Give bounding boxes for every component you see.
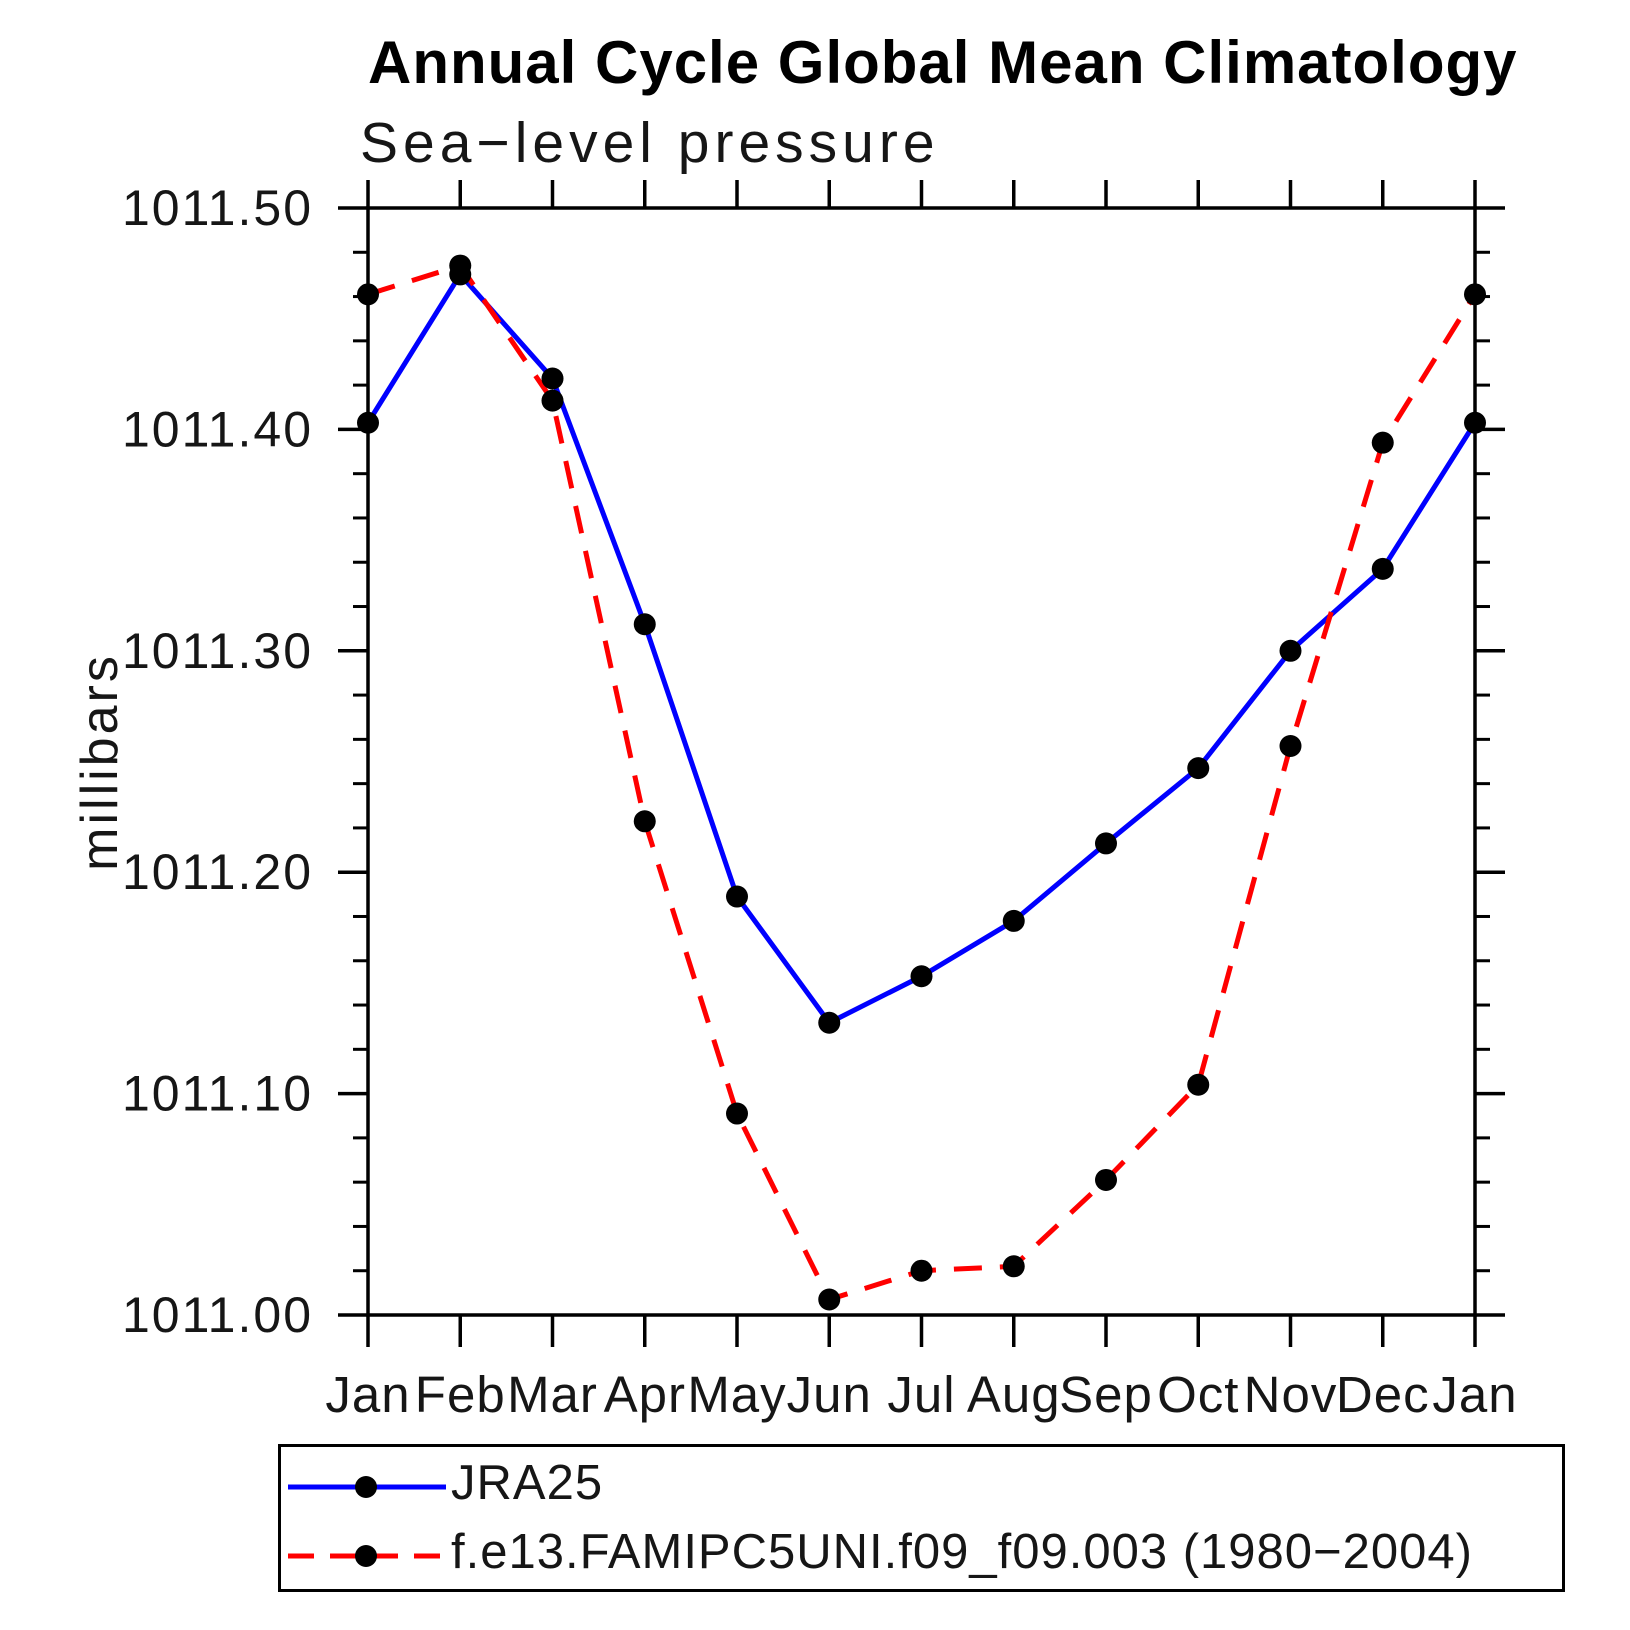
data-point: [1464, 283, 1486, 306]
series-line: [367, 262, 1478, 1303]
chart-title: Annual Cycle Global Mean Climatology: [368, 29, 1518, 96]
data-point: [910, 1259, 933, 1282]
data-point: [357, 283, 379, 306]
data-point: [541, 367, 564, 390]
data-point: [1095, 1168, 1117, 1191]
x-tick-label: Apr: [604, 1366, 686, 1423]
data-point: [1002, 909, 1025, 932]
legend: JRA25 f.e13.FAMIPC5UNI.f09_f09.003 (1980…: [278, 1444, 1565, 1592]
x-tick-label: Nov: [1244, 1366, 1338, 1423]
x-tick-label: Jul: [887, 1366, 955, 1423]
data-point: [726, 1102, 748, 1125]
x-tick-label: Jan: [1432, 1366, 1517, 1423]
data-point: [1279, 735, 1302, 758]
y-tick-label: 1011.30: [122, 623, 313, 679]
y-axis-label: millibars: [71, 653, 129, 871]
y-tick-label: 1011.40: [122, 401, 313, 457]
x-tick-label: Mar: [507, 1366, 598, 1423]
legend-label: JRA25: [451, 1456, 604, 1510]
data-point: [633, 613, 656, 636]
x-tick-label: Dec: [1336, 1366, 1430, 1423]
data-point: [910, 965, 933, 988]
data-point: [633, 810, 656, 833]
x-tick-label: Oct: [1157, 1366, 1239, 1423]
data-point: [449, 254, 472, 277]
legend-item: JRA25: [281, 1450, 1562, 1518]
y-tick-label: 1011.50: [122, 180, 313, 236]
x-tick-label: Aug: [967, 1366, 1061, 1423]
data-point: [818, 1288, 841, 1311]
chart-subtitle: Sea−level pressure: [360, 111, 940, 175]
legend-label: f.e13.FAMIPC5UNI.f09_f09.003 (1980−2004): [451, 1525, 1473, 1579]
x-tick-label: Jun: [787, 1366, 872, 1423]
data-point: [1464, 411, 1486, 434]
x-tick-label: May: [687, 1366, 786, 1423]
x-tick-label: Sep: [1059, 1366, 1153, 1423]
data-point: [1187, 1073, 1210, 1096]
legend-line-sample: [288, 1475, 446, 1498]
x-tick-label: Jan: [325, 1366, 410, 1423]
legend-line-sample: [288, 1544, 446, 1567]
x-tick-label: Feb: [415, 1366, 506, 1423]
legend-item: f.e13.FAMIPC5UNI.f09_f09.003 (1980−2004): [281, 1519, 1562, 1587]
data-point: [818, 1011, 841, 1034]
y-tick-label: 1011.00: [122, 1287, 313, 1343]
data-point: [726, 885, 748, 908]
data-point: [1371, 431, 1394, 454]
data-point: [1279, 639, 1302, 662]
y-tick-label: 1011.20: [122, 844, 313, 900]
data-point: [1187, 757, 1210, 780]
series-line: [365, 270, 1478, 1026]
data-point: [1095, 832, 1117, 855]
legend-marker-icon: [355, 1475, 377, 1498]
data-point: [357, 411, 379, 434]
plot-frame: [366, 206, 1477, 1317]
data-point: [1371, 557, 1394, 580]
legend-marker-icon: [355, 1544, 377, 1567]
data-point: [1002, 1255, 1025, 1278]
y-tick-label: 1011.10: [122, 1066, 313, 1122]
data-point: [541, 389, 564, 412]
